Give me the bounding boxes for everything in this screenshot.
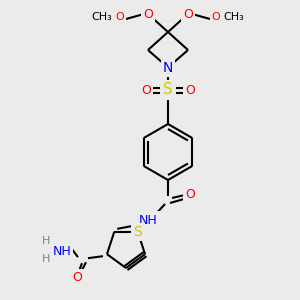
Text: S: S	[134, 225, 142, 239]
Text: O: O	[183, 8, 193, 20]
Text: NH: NH	[52, 245, 71, 258]
Text: O: O	[143, 8, 153, 20]
Text: CH₃: CH₃	[92, 12, 112, 22]
Text: O: O	[185, 83, 195, 97]
Text: O: O	[212, 12, 220, 22]
Text: O: O	[72, 271, 82, 284]
Text: H: H	[42, 236, 50, 246]
Text: CH₃: CH₃	[224, 12, 244, 22]
Text: S: S	[163, 82, 173, 98]
Text: N: N	[163, 61, 173, 75]
Text: O: O	[141, 83, 151, 97]
Text: O: O	[116, 12, 124, 22]
Text: O: O	[185, 188, 195, 202]
Text: H: H	[42, 254, 50, 264]
Text: NH: NH	[139, 214, 158, 226]
